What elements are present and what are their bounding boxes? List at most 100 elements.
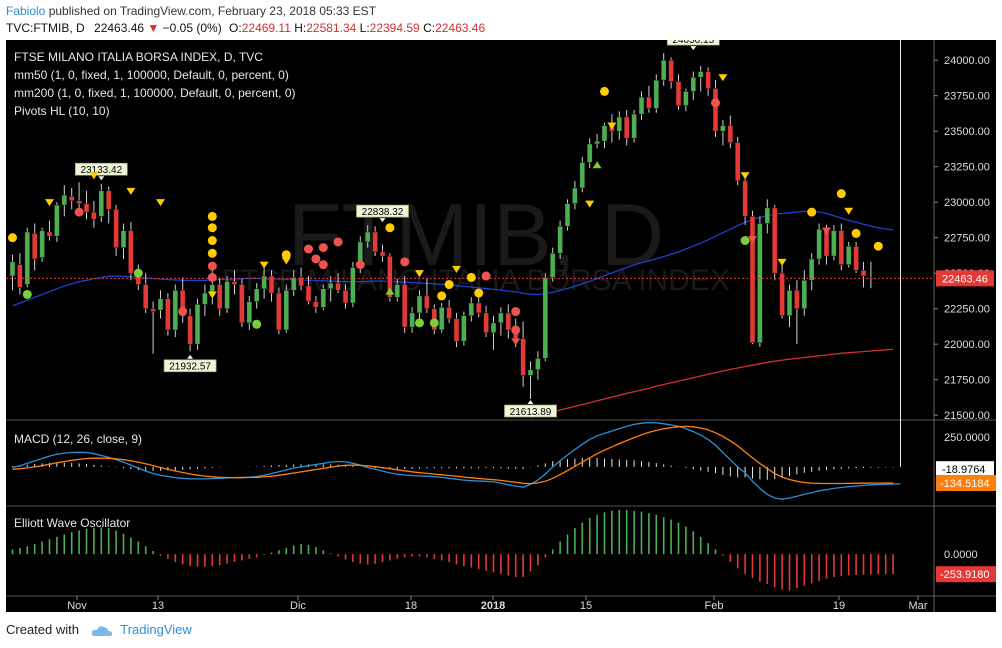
candle[interactable]	[298, 267, 304, 291]
candle-body[interactable]	[712, 88, 719, 132]
candle[interactable]	[720, 119, 726, 146]
candle-body[interactable]	[438, 307, 445, 331]
candle-body[interactable]	[705, 71, 711, 89]
candle-body[interactable]	[98, 190, 105, 217]
ewo-pane[interactable]	[11, 510, 894, 591]
candle[interactable]	[335, 273, 341, 294]
candle-body[interactable]	[320, 288, 327, 308]
candle-body[interactable]	[683, 91, 689, 106]
candle-body[interactable]	[231, 281, 238, 285]
candle[interactable]	[749, 210, 756, 345]
candle-body[interactable]	[660, 59, 667, 81]
candle[interactable]	[261, 266, 267, 299]
candle[interactable]	[187, 308, 193, 352]
candle-body[interactable]	[76, 200, 82, 204]
candle[interactable]	[401, 276, 408, 333]
candle-body[interactable]	[187, 315, 193, 345]
candle-body[interactable]	[653, 79, 660, 109]
candle-body[interactable]	[142, 284, 149, 309]
candle[interactable]	[816, 223, 822, 265]
candle-body[interactable]	[498, 312, 504, 324]
candle[interactable]	[290, 270, 297, 296]
candle[interactable]	[572, 180, 578, 210]
candle[interactable]	[764, 199, 771, 234]
candle[interactable]	[616, 111, 623, 140]
candle-body[interactable]	[572, 187, 578, 204]
candle-body[interactable]	[342, 289, 349, 304]
candle[interactable]	[76, 182, 82, 211]
candle-body[interactable]	[150, 308, 156, 312]
candle-body[interactable]	[490, 322, 497, 334]
candle[interactable]	[54, 202, 60, 242]
candle-body[interactable]	[794, 289, 800, 309]
candle[interactable]	[505, 304, 512, 339]
candle[interactable]	[246, 295, 253, 330]
candle-body[interactable]	[468, 302, 475, 317]
candle[interactable]	[305, 276, 312, 305]
candle[interactable]	[128, 222, 134, 281]
candle[interactable]	[786, 284, 793, 328]
candle[interactable]	[579, 156, 586, 193]
candle[interactable]	[868, 261, 874, 289]
author-link[interactable]: Fabiolo	[6, 4, 46, 18]
candle[interactable]	[860, 261, 867, 288]
candle-body[interactable]	[224, 281, 230, 309]
candle[interactable]	[557, 220, 563, 259]
candle-body[interactable]	[446, 307, 452, 319]
candle[interactable]	[17, 253, 23, 295]
candle-body[interactable]	[801, 280, 808, 309]
candle-body[interactable]	[668, 59, 674, 82]
legend-pivots[interactable]: Pivots HL (10, 10)	[14, 104, 110, 118]
candle-body[interactable]	[202, 292, 208, 305]
candle-body[interactable]	[387, 255, 393, 298]
candle[interactable]	[142, 273, 149, 313]
candle[interactable]	[313, 295, 319, 313]
candle-body[interactable]	[46, 231, 53, 237]
candle[interactable]	[660, 53, 667, 86]
candle-body[interactable]	[764, 207, 771, 224]
candle-body[interactable]	[535, 358, 541, 370]
candle-body[interactable]	[313, 301, 319, 308]
candle-body[interactable]	[461, 315, 467, 342]
candle[interactable]	[350, 261, 356, 308]
candle[interactable]	[327, 276, 334, 302]
candle-body[interactable]	[638, 96, 645, 115]
candle[interactable]	[239, 278, 245, 328]
candle-body[interactable]	[165, 298, 171, 331]
candle[interactable]	[372, 226, 378, 257]
candle-body[interactable]	[424, 295, 430, 309]
candle[interactable]	[520, 321, 526, 387]
candle-body[interactable]	[246, 301, 253, 324]
candle-body[interactable]	[113, 209, 119, 248]
candle[interactable]	[46, 220, 53, 241]
candle[interactable]	[586, 138, 593, 169]
candle-body[interactable]	[505, 312, 512, 331]
candle-body[interactable]	[771, 207, 778, 274]
candle-body[interactable]	[527, 369, 534, 376]
candle-body[interactable]	[379, 251, 386, 257]
candle[interactable]	[690, 71, 697, 100]
candle-body[interactable]	[261, 275, 267, 290]
candle[interactable]	[150, 301, 156, 354]
candle-body[interactable]	[327, 282, 334, 290]
candle[interactable]	[564, 199, 571, 231]
candle-body[interactable]	[549, 253, 556, 278]
candle-body[interactable]	[786, 289, 793, 317]
macd-title[interactable]: MACD (12, 26, close, 9)	[14, 432, 142, 446]
candle[interactable]	[801, 270, 808, 316]
candle[interactable]	[61, 185, 68, 217]
candle[interactable]	[31, 223, 38, 271]
candle[interactable]	[831, 224, 837, 261]
candle[interactable]	[216, 277, 223, 316]
candle-body[interactable]	[128, 230, 134, 274]
candle[interactable]	[675, 74, 682, 110]
candle-body[interactable]	[9, 261, 16, 277]
candle-body[interactable]	[350, 267, 356, 304]
candle[interactable]	[253, 283, 260, 309]
candle-body[interactable]	[68, 196, 75, 202]
candle[interactable]	[468, 297, 475, 322]
candle[interactable]	[668, 57, 674, 89]
candle-body[interactable]	[579, 162, 586, 189]
candle[interactable]	[697, 65, 704, 92]
candle-body[interactable]	[542, 277, 549, 359]
